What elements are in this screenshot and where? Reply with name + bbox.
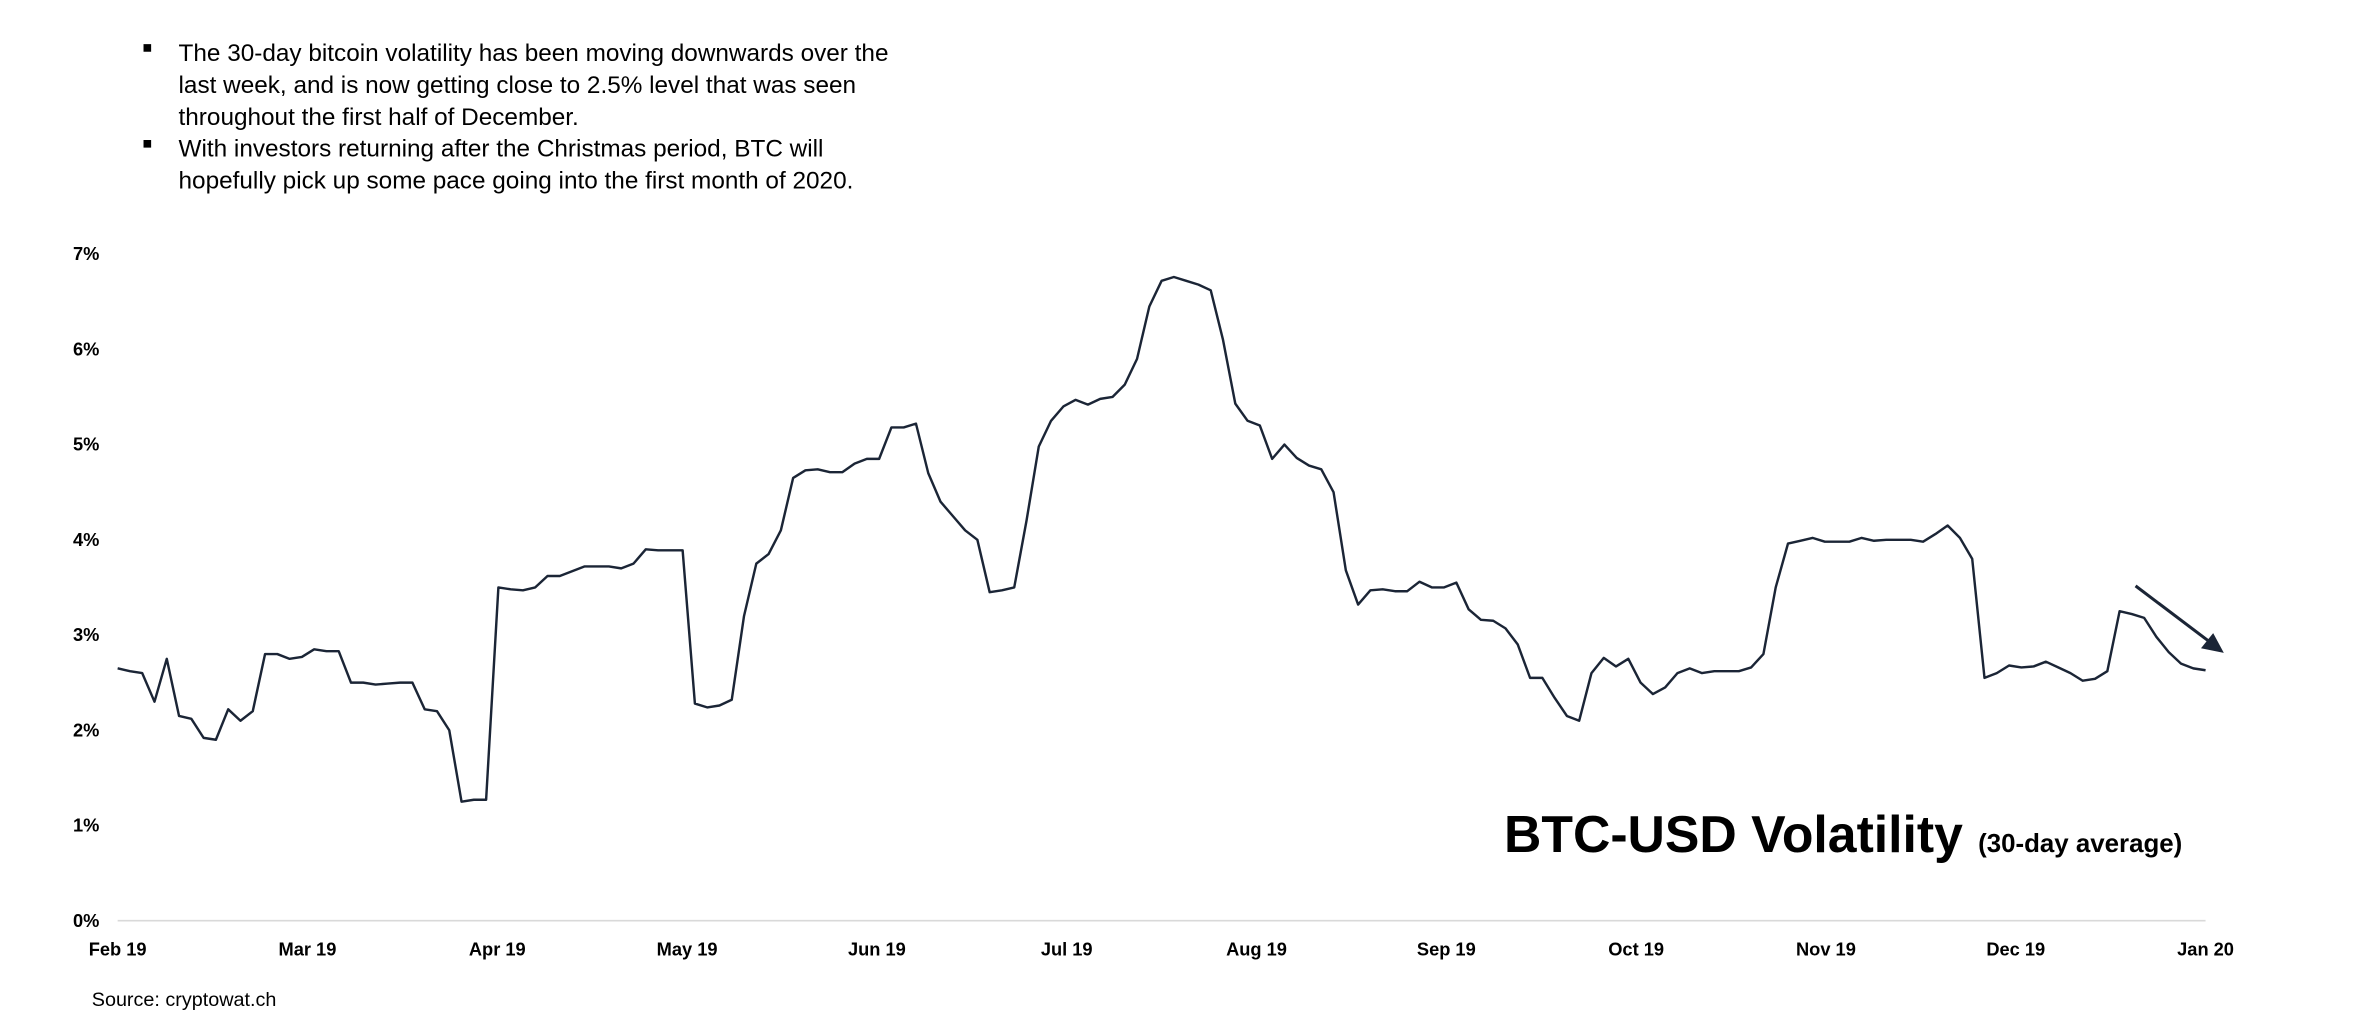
y-tick-label: 0% bbox=[73, 910, 99, 931]
x-tick-label: Aug 19 bbox=[1226, 939, 1287, 960]
bullet-text: With investors returning after the Chris… bbox=[179, 136, 824, 163]
x-tick-label: Oct 19 bbox=[1608, 939, 1664, 960]
y-tick-label: 3% bbox=[73, 624, 99, 645]
bullet-text: The 30-day bitcoin volatility has been m… bbox=[179, 40, 889, 67]
bullet-text: throughout the first half of December. bbox=[179, 104, 579, 131]
x-tick-label: Dec 19 bbox=[1986, 939, 2045, 960]
y-tick-label: 6% bbox=[73, 338, 99, 359]
bullet-text: hopefully pick up some pace going into t… bbox=[179, 168, 854, 195]
x-tick-label: Sep 19 bbox=[1417, 939, 1476, 960]
y-tick-label: 4% bbox=[73, 529, 99, 550]
x-tick-label: Jun 19 bbox=[848, 939, 906, 960]
y-tick-label: 1% bbox=[73, 815, 99, 836]
bullet-marker bbox=[143, 44, 152, 52]
chart-title: BTC-USD Volatility bbox=[1504, 805, 1963, 863]
x-tick-label: Mar 19 bbox=[279, 939, 337, 960]
x-tick-label: Jan 20 bbox=[2177, 939, 2234, 960]
y-tick-label: 7% bbox=[73, 243, 99, 264]
x-tick-label: Feb 19 bbox=[89, 939, 147, 960]
chart-subtitle: (30-day average) bbox=[1978, 830, 2182, 858]
bullet-marker bbox=[143, 140, 152, 148]
x-tick-label: May 19 bbox=[657, 939, 718, 960]
y-tick-label: 5% bbox=[73, 434, 99, 455]
trend-arrow-head bbox=[2201, 633, 2224, 653]
bullet-text: last week, and is now getting close to 2… bbox=[179, 72, 857, 99]
source: Source: cryptowat.ch bbox=[92, 989, 277, 1011]
x-tick-label: Apr 19 bbox=[469, 939, 526, 960]
y-tick-label: 2% bbox=[73, 719, 99, 740]
x-tick-label: Nov 19 bbox=[1796, 939, 1856, 960]
volatility-line bbox=[117, 275, 2206, 803]
x-tick-label: Jul 19 bbox=[1041, 939, 1093, 960]
trend-arrow bbox=[2134, 584, 2212, 644]
